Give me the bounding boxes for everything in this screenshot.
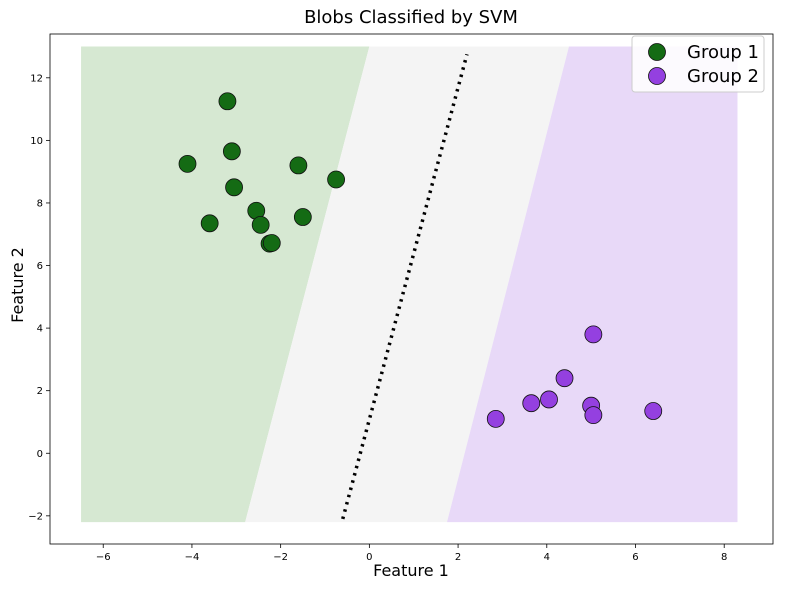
legend-label-group-1: Group 1 — [687, 42, 759, 63]
x-tick-label: 8 — [721, 552, 727, 563]
legend-marker-group-1 — [648, 43, 666, 61]
point-group-1 — [225, 178, 243, 197]
point-group-1 — [289, 156, 308, 175]
plot-frame — [49, 33, 774, 545]
legend: Group 1 Group 2 — [631, 35, 765, 93]
y-tick-label: 12 — [30, 73, 43, 84]
point-group-2 — [522, 394, 541, 413]
x-tick-label: 0 — [366, 552, 372, 563]
point-group-2 — [540, 390, 558, 409]
region-group-2 — [446, 46, 738, 523]
y-tick-label: 6 — [37, 261, 43, 272]
point-group-2 — [486, 409, 505, 428]
x-tick-label: −6 — [96, 552, 111, 563]
point-group-1 — [251, 215, 270, 234]
y-axis-title: Feature 2 — [8, 247, 27, 323]
data-points — [178, 92, 663, 428]
axes: −6 −4 −2 0 2 4 6 8 −2 0 2 4 6 8 10 12 — [28, 33, 774, 563]
decision-regions — [81, 46, 738, 523]
y-tick-label: −2 — [28, 511, 43, 522]
x-tick-label: 6 — [632, 552, 638, 563]
point-group-1 — [327, 170, 345, 189]
point-group-1 — [222, 142, 241, 161]
point-group-2 — [644, 402, 663, 420]
legend-label-group-2: Group 2 — [687, 66, 759, 87]
x-tick-label: 2 — [455, 552, 461, 563]
region-margin — [245, 46, 569, 523]
decision-boundary — [341, 53, 469, 520]
point-group-1 — [293, 208, 312, 226]
y-tick-label: 0 — [37, 449, 43, 460]
point-group-2 — [584, 325, 603, 344]
x-axis-title: Feature 1 — [373, 561, 449, 580]
y-tick-label: 10 — [30, 136, 43, 147]
point-group-2 — [555, 369, 574, 388]
point-group-1 — [218, 92, 237, 111]
chart-title: Blobs Classified by SVM — [304, 7, 518, 28]
y-tick-label: 8 — [37, 198, 43, 209]
x-tick-label: −4 — [185, 552, 200, 563]
point-group-2 — [584, 406, 603, 424]
point-group-1 — [200, 214, 219, 233]
y-tick-label: 2 — [37, 386, 43, 397]
point-group-1 — [178, 154, 197, 173]
decision-boundary-line — [341, 53, 469, 520]
legend-marker-group-2 — [648, 67, 666, 85]
point-group-1 — [262, 234, 281, 252]
y-tick-label: 4 — [37, 324, 43, 335]
x-tick-label: −2 — [273, 552, 288, 563]
x-tick-label: 4 — [544, 552, 550, 563]
